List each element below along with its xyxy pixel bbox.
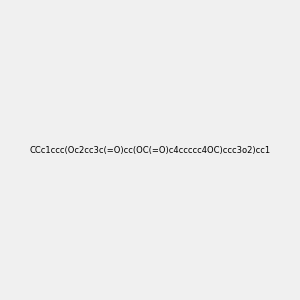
Text: CCc1ccc(Oc2cc3c(=O)cc(OC(=O)c4ccccc4OC)ccc3o2)cc1: CCc1ccc(Oc2cc3c(=O)cc(OC(=O)c4ccccc4OC)c…	[29, 146, 271, 154]
